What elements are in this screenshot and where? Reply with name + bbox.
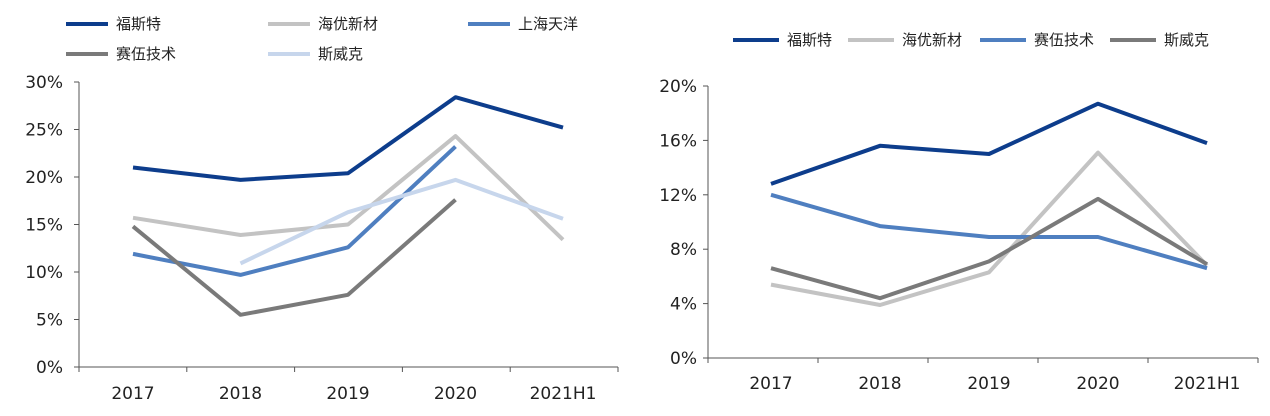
legend-label: 斯威克	[1164, 31, 1209, 49]
y-tick-label: 15%	[25, 216, 63, 236]
x-tick-label: 2019	[326, 384, 369, 404]
y-tick-label: 4%	[670, 295, 697, 315]
x-tick-label: 2018	[858, 374, 901, 394]
series-line-1	[132, 95, 564, 182]
chart-1: 0% 5% 10% 15% 20% 25% 30% 2017 2018 2019 2020 2021H…	[25, 15, 619, 404]
series-line-4	[131, 198, 457, 317]
y-tick-label: 0%	[36, 358, 63, 378]
series-line-3	[132, 145, 457, 277]
y-tick-label: 12%	[659, 186, 697, 206]
y-tick-label: 0%	[670, 349, 697, 369]
x-tick-label: 2017	[749, 374, 792, 394]
y-tick-label: 16%	[659, 131, 697, 151]
x-tick-label: 2018	[219, 384, 262, 404]
series-line-5	[239, 177, 564, 266]
y-tick-label: 20%	[25, 168, 63, 188]
legend-label: 福斯特	[116, 15, 161, 33]
y-tick-label: 20%	[659, 77, 697, 97]
series-line-3	[770, 192, 1208, 271]
legend-label: 赛伍技术	[116, 45, 176, 63]
legend-label: 海优新材	[318, 15, 378, 33]
series-line-4	[770, 196, 1209, 301]
series-line-2	[132, 134, 565, 242]
series-line-2	[770, 150, 1209, 307]
legend-label: 福斯特	[787, 31, 832, 49]
x-tick-label: 2020	[1076, 374, 1119, 394]
y-tick-label: 25%	[25, 121, 63, 141]
y-tick-label: 8%	[670, 240, 697, 260]
chart-2: 0% 4% 8% 12% 16% 20% 2017 2018 2019 2020 2021H1 福斯特…	[659, 31, 1259, 394]
y-tick-label: 10%	[25, 263, 63, 283]
x-tick-label: 2017	[111, 384, 154, 404]
legend-label: 赛伍技术	[1034, 31, 1094, 49]
legend-label: 斯威克	[318, 45, 363, 63]
legend-label: 海优新材	[902, 31, 962, 49]
legend-label: 上海天洋	[518, 15, 578, 33]
x-tick-label: 2020	[434, 384, 477, 404]
y-tick-label: 5%	[36, 311, 63, 331]
y-tick-label: 30%	[25, 73, 63, 93]
x-tick-label: 2021H1	[1174, 374, 1241, 394]
x-tick-label: 2019	[967, 374, 1010, 394]
series-line-1	[770, 101, 1208, 186]
x-tick-label: 2021H1	[530, 384, 597, 404]
